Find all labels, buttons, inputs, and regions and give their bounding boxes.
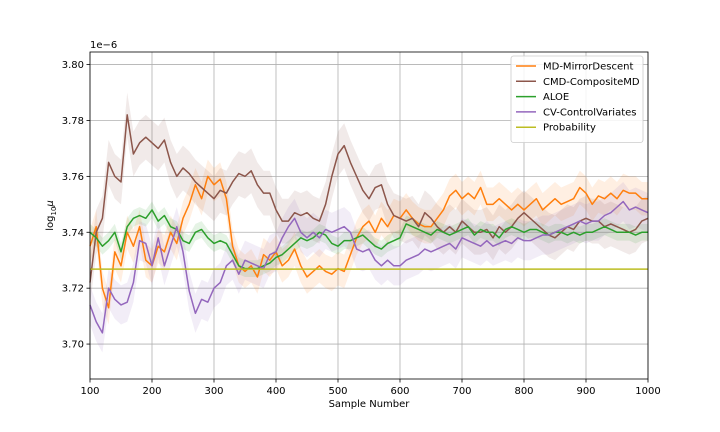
y-tick-label: 3.76 [62,172,84,183]
x-tick-label: 100 [80,386,99,397]
legend-label-aloe: ALOE [543,92,569,103]
y-axis-label-base: log [45,216,56,231]
x-tick-label: 1000 [635,386,660,397]
y-tick-label: 3.70 [62,340,84,351]
x-tick-label: 600 [390,386,409,397]
y-axis-label-symbol: μ [45,200,56,207]
x-axis-label: Sample Number [329,399,411,410]
y-tick-label: 3.74 [62,228,84,239]
x-tick-label: 200 [142,386,161,397]
legend: MD-MirrorDescent CMD-CompositeMD ALOE CV-Co… [511,56,643,143]
y-tick-label: 3.78 [62,116,84,127]
y-offset-label: 1e−6 [90,40,117,51]
y-tick-label: 3.72 [62,284,84,295]
y-axis-label-subscript: 10 [50,207,58,216]
legend-label-md-mirrordescent: MD-MirrorDescent [543,62,633,73]
x-tick-label: 300 [204,386,223,397]
x-tick-label: 900 [576,386,595,397]
legend-label-cmd-compositemd: CMD-CompositeMD [543,77,640,88]
x-tick-label: 400 [266,386,285,397]
y-tick-label: 3.80 [62,60,84,71]
legend-label-probability: Probability [543,123,596,134]
legend-label-cv-controlvariates: CV-ControlVariates [543,107,637,118]
x-tick-label: 700 [452,386,471,397]
x-tick-label: 500 [328,386,347,397]
x-tick-label: 800 [514,386,533,397]
